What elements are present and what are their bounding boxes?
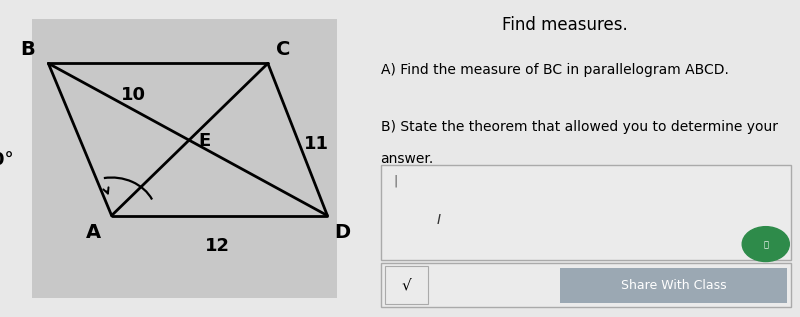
Text: A: A [86, 223, 101, 243]
Text: answer.: answer. [381, 152, 434, 166]
Text: 12: 12 [205, 237, 230, 255]
Text: 11: 11 [304, 135, 329, 153]
Text: E: E [198, 132, 210, 150]
FancyBboxPatch shape [381, 263, 791, 307]
Text: I: I [436, 213, 440, 227]
Text: A) Find the measure of BC in parallelogram ABCD.: A) Find the measure of BC in parallelogr… [381, 63, 729, 77]
Text: 120°: 120° [0, 151, 15, 169]
Text: D: D [334, 223, 350, 243]
FancyBboxPatch shape [385, 266, 428, 304]
Text: ⬛: ⬛ [763, 241, 768, 249]
Text: Find measures.: Find measures. [502, 16, 627, 34]
FancyBboxPatch shape [32, 19, 337, 298]
Text: √: √ [402, 278, 411, 293]
Circle shape [742, 227, 790, 262]
Text: |: | [394, 174, 398, 187]
Text: C: C [275, 40, 290, 59]
Text: B) State the theorem that allowed you to determine your: B) State the theorem that allowed you to… [381, 120, 778, 134]
Text: 10: 10 [122, 86, 146, 104]
Text: Share With Class: Share With Class [621, 279, 726, 292]
FancyBboxPatch shape [560, 268, 787, 303]
Text: B: B [21, 40, 35, 59]
FancyBboxPatch shape [381, 165, 791, 260]
